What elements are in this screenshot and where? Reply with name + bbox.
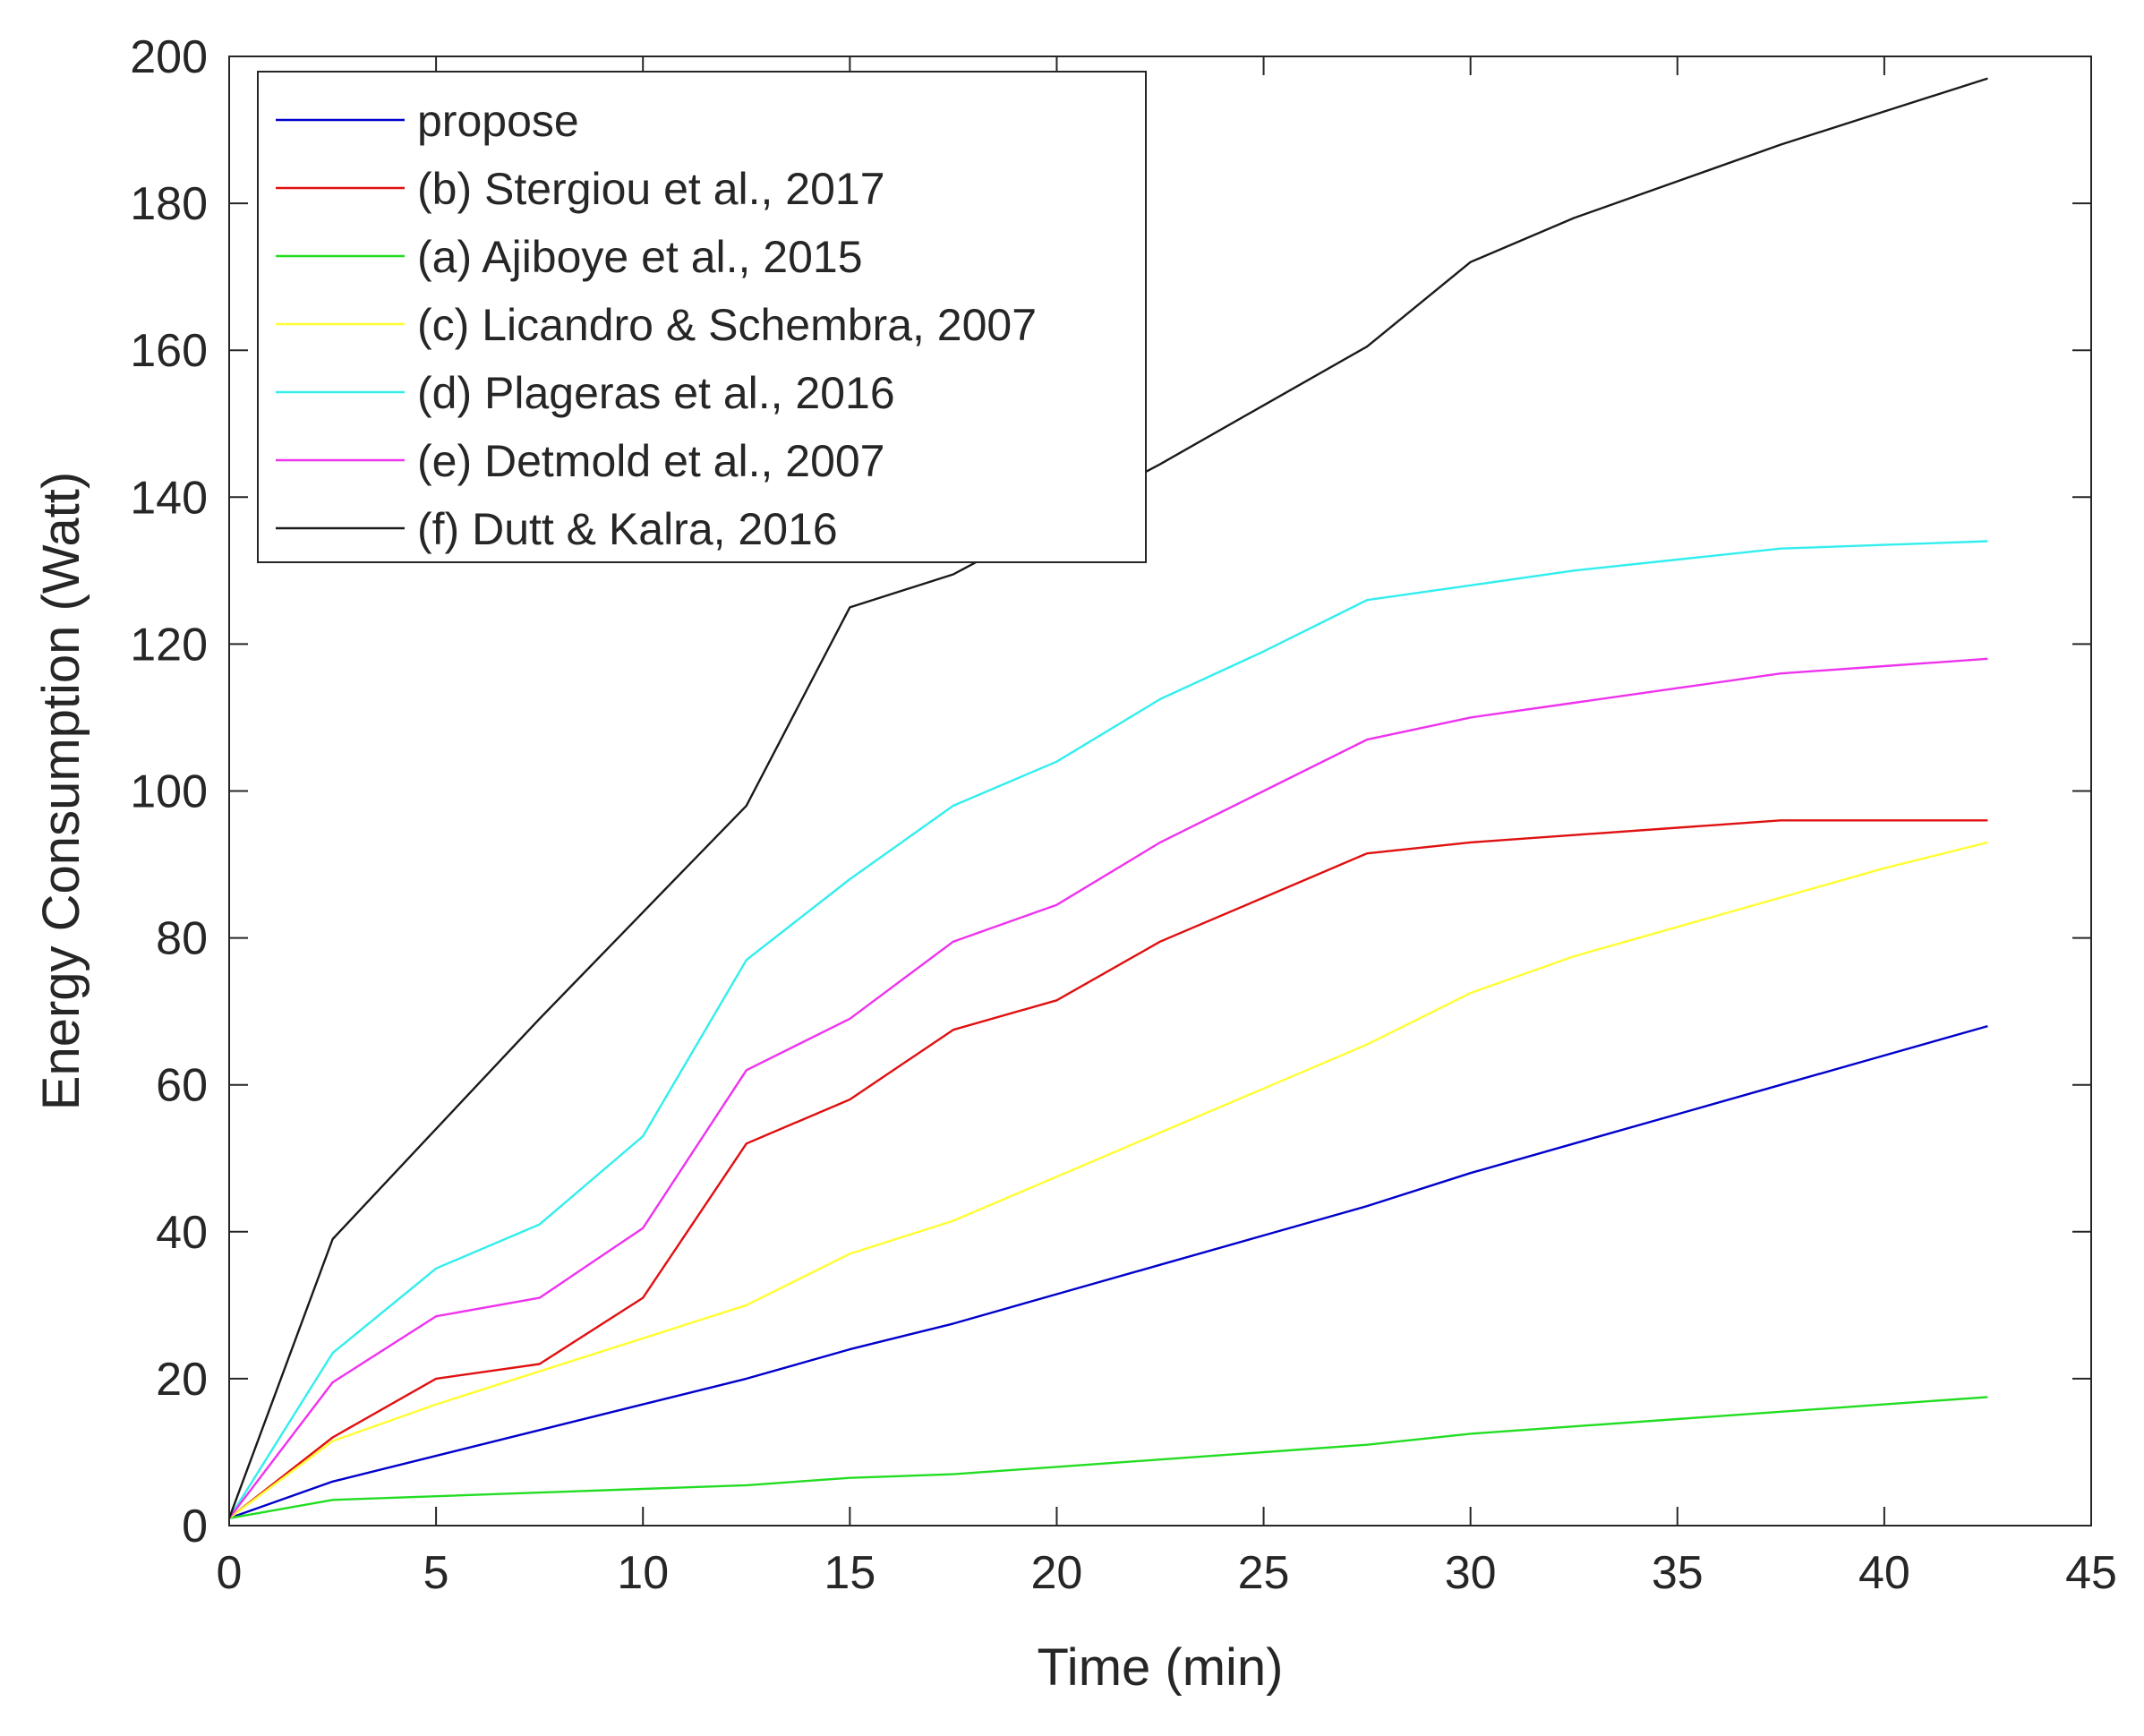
legend: propose (b) Stergiou et al., 2017 (a) Ajib… [257, 71, 1147, 563]
series-line-2 [228, 1396, 1988, 1519]
legend-label-4: (d) Plageras et al., 2016 [417, 368, 895, 418]
x-tick-label-3: 15 [824, 1547, 876, 1599]
legend-label-5: (e) Detmold et al., 2007 [417, 436, 885, 486]
x-tick-label-7: 35 [1652, 1547, 1704, 1599]
legend-label-6: (f) Dutt & Kalra, 2016 [417, 504, 838, 554]
series-lines [227, 77, 1988, 1519]
x-axis-label: Time (min) [1038, 1638, 1284, 1697]
legend-label-1: (b) Stergiou et al., 2017 [417, 164, 885, 214]
x-tick-label-9: 45 [2065, 1547, 2117, 1599]
x-tick-label-1: 5 [423, 1547, 449, 1599]
y-tick-label-7: 140 [130, 472, 208, 524]
y-tick-label-0: 0 [182, 1501, 208, 1552]
series-line-0 [228, 1024, 1988, 1519]
y-tick-label-4: 80 [156, 913, 208, 965]
legend-label-3: (c) Licandro & Schembra, 2007 [417, 300, 1037, 350]
legend-label-0: propose [417, 96, 579, 146]
series-line-4 [227, 540, 1988, 1519]
legend-label-2: (a) Ajiboye et al., 2015 [417, 232, 863, 282]
x-tick-label-6: 30 [1445, 1547, 1497, 1599]
x-tick-label-0: 0 [217, 1547, 243, 1599]
y-tick-label-6: 120 [130, 619, 208, 671]
x-tick-label-2: 10 [617, 1547, 669, 1599]
x-tick-label-4: 20 [1031, 1547, 1083, 1599]
y-tick-label-5: 100 [130, 766, 208, 818]
x-tick-label-5: 25 [1238, 1547, 1290, 1599]
series-line-1 [228, 819, 1988, 1519]
x-tick-label-8: 40 [1858, 1547, 1910, 1599]
series-line-3 [228, 841, 1988, 1519]
y-tick-label-9: 180 [130, 178, 208, 230]
axes: 0 5 10 15 20 25 30 35 40 45 0 20 40 60 80 100 120 140 160 1… [32, 31, 2117, 1697]
y-tick-label-8: 160 [130, 325, 208, 377]
y-tick-label-3: 60 [156, 1060, 208, 1112]
y-tick-label-2: 40 [156, 1207, 208, 1259]
legend-box [257, 71, 1147, 563]
series-line-5 [228, 657, 1988, 1519]
y-axis-label: Energy Consumption (Watt) [32, 472, 90, 1110]
y-tick-label-1: 20 [156, 1354, 208, 1406]
y-tick-label-10: 200 [130, 31, 208, 83]
